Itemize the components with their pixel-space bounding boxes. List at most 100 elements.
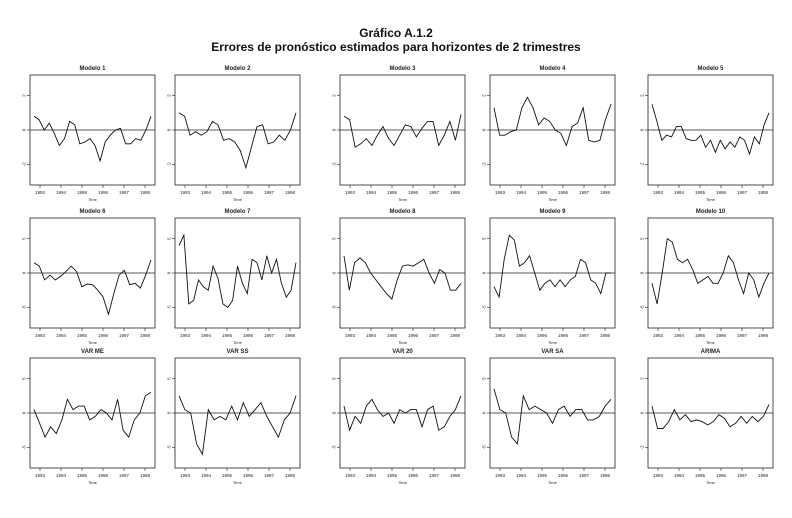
x-tick-label: 1998 bbox=[600, 190, 611, 195]
chart-title: Modelo 8 bbox=[389, 209, 416, 215]
x-tick-label: 1995 bbox=[537, 473, 548, 478]
x-tick-label: 1998 bbox=[758, 473, 769, 478]
y-tick-label: 5 bbox=[332, 237, 337, 240]
x-tick-label: 1997 bbox=[119, 473, 130, 478]
x-tick-label: 1994 bbox=[56, 333, 67, 338]
y-tick-label: 0 bbox=[332, 411, 337, 414]
y-tick-label: 5 bbox=[22, 237, 27, 240]
x-tick-label: 1997 bbox=[429, 190, 440, 195]
chart-panel: Modelo 6 5 0 -5 1993 1994 1995 1996 1997 1998 Time bbox=[22, 209, 156, 345]
chart-title: Modelo 4 bbox=[539, 66, 566, 72]
x-tick-label: 1996 bbox=[408, 333, 419, 338]
x-tick-label: 1997 bbox=[429, 473, 440, 478]
chart-title: VAR SA bbox=[541, 349, 564, 355]
figure-title: Gráfico A.1.2 bbox=[359, 26, 433, 40]
x-tick-label: 1997 bbox=[429, 333, 440, 338]
y-tick-label: -5 bbox=[22, 305, 27, 309]
x-tick-label: 1996 bbox=[98, 473, 109, 478]
figure-subtitle: Errores de pronóstico estimados para hor… bbox=[211, 40, 581, 54]
x-tick-label: 1993 bbox=[345, 333, 356, 338]
y-tick-label: 0 bbox=[482, 128, 487, 131]
x-tick-label: 1994 bbox=[674, 190, 685, 195]
x-axis-label: Time bbox=[233, 197, 243, 202]
x-tick-label: 1997 bbox=[579, 333, 590, 338]
y-tick-label: 0 bbox=[22, 271, 27, 274]
x-tick-label: 1995 bbox=[537, 333, 548, 338]
x-tick-label: 1993 bbox=[35, 473, 46, 478]
x-tick-label: 1996 bbox=[716, 473, 727, 478]
x-tick-label: 1996 bbox=[558, 333, 569, 338]
y-tick-label: -5 bbox=[167, 305, 172, 309]
series-line bbox=[33, 115, 152, 163]
x-axis-label: Time bbox=[88, 197, 98, 202]
x-tick-label: 1993 bbox=[653, 473, 664, 478]
y-tick-label: 2 bbox=[167, 94, 172, 97]
y-tick-label: 0 bbox=[22, 128, 27, 131]
y-tick-label: -2 bbox=[332, 162, 337, 166]
chart-title: VAR 20 bbox=[392, 349, 413, 355]
y-tick-label: 0 bbox=[167, 128, 172, 131]
y-tick-label: 0 bbox=[482, 411, 487, 414]
series-line bbox=[651, 404, 770, 429]
x-tick-label: 1995 bbox=[77, 473, 88, 478]
x-tick-label: 1995 bbox=[387, 473, 398, 478]
x-axis-label: Time bbox=[706, 480, 716, 485]
chart-title: Modelo 6 bbox=[79, 209, 106, 215]
x-tick-label: 1995 bbox=[387, 190, 398, 195]
x-tick-label: 1997 bbox=[579, 473, 590, 478]
chart-panel: Modelo 10 5 0 -5 1993 1994 1995 1996 1997 1998 Tim… bbox=[640, 209, 774, 345]
x-axis-label: Time bbox=[233, 480, 243, 485]
x-tick-label: 1997 bbox=[737, 473, 748, 478]
series-line bbox=[493, 96, 612, 147]
x-tick-label: 1995 bbox=[537, 190, 548, 195]
y-tick-label: 0 bbox=[167, 271, 172, 274]
y-tick-label: 2 bbox=[640, 377, 645, 380]
chart-panel: Modelo 7 5 0 -5 1993 1994 1995 1996 1997 1998 Time bbox=[167, 209, 301, 345]
x-axis-label: Time bbox=[706, 340, 716, 345]
y-tick-label: 0 bbox=[332, 128, 337, 131]
x-tick-label: 1996 bbox=[716, 190, 727, 195]
chart-title: VAR SS bbox=[227, 349, 249, 355]
chart-panel: Modelo 1 2 0 -2 1993 1994 1995 1996 1997 1998 Time bbox=[22, 66, 156, 202]
y-tick-label: 0 bbox=[482, 271, 487, 274]
x-tick-label: 1994 bbox=[56, 473, 67, 478]
x-tick-label: 1994 bbox=[516, 473, 527, 478]
chart-panel: Modelo 2 2 0 -2 1993 1994 1995 1996 1997 1998 Time bbox=[167, 66, 301, 202]
x-tick-label: 1993 bbox=[35, 333, 46, 338]
x-tick-label: 1997 bbox=[119, 190, 130, 195]
x-tick-label: 1996 bbox=[558, 473, 569, 478]
y-tick-label: 0 bbox=[22, 411, 27, 414]
series-line bbox=[493, 234, 611, 299]
chart-panel: Modelo 4 2 0 -2 1993 1994 1995 1996 1997 1998 Time bbox=[482, 66, 616, 202]
x-tick-label: 1993 bbox=[495, 333, 506, 338]
y-tick-label: 2 bbox=[640, 94, 645, 97]
x-tick-label: 1994 bbox=[516, 333, 527, 338]
chart-title: Modelo 2 bbox=[224, 66, 251, 72]
x-tick-label: 1996 bbox=[98, 333, 109, 338]
x-tick-label: 1997 bbox=[264, 473, 275, 478]
x-tick-label: 1998 bbox=[758, 190, 769, 195]
x-tick-label: 1998 bbox=[285, 190, 296, 195]
chart-panel: Modelo 9 5 0 -5 1993 1994 1995 1996 1997 1998 Time bbox=[482, 209, 616, 345]
x-tick-label: 1994 bbox=[201, 473, 212, 478]
y-tick-label: -2 bbox=[640, 445, 645, 449]
y-tick-label: -2 bbox=[22, 162, 27, 166]
y-tick-label: -5 bbox=[640, 305, 645, 309]
series-line bbox=[343, 395, 462, 432]
x-axis-label: Time bbox=[548, 480, 558, 485]
y-tick-label: 0 bbox=[332, 271, 337, 274]
x-tick-label: 1996 bbox=[408, 473, 419, 478]
x-tick-label: 1998 bbox=[758, 333, 769, 338]
x-axis-label: Time bbox=[88, 340, 98, 345]
chart-panel: VAR SS 5 0 -5 1993 1994 1995 1996 1997 1998 Time bbox=[167, 349, 301, 485]
x-tick-label: 1997 bbox=[119, 333, 130, 338]
y-tick-label: 2 bbox=[332, 94, 337, 97]
x-tick-label: 1993 bbox=[345, 473, 356, 478]
x-tick-label: 1994 bbox=[201, 333, 212, 338]
chart-title: Modelo 7 bbox=[224, 209, 251, 215]
chart-panel: VAR 20 5 0 -5 1993 1994 1995 1996 1997 1998 Time bbox=[332, 349, 466, 485]
y-tick-label: 5 bbox=[167, 237, 172, 240]
x-tick-label: 1993 bbox=[495, 473, 506, 478]
x-tick-label: 1993 bbox=[180, 333, 191, 338]
